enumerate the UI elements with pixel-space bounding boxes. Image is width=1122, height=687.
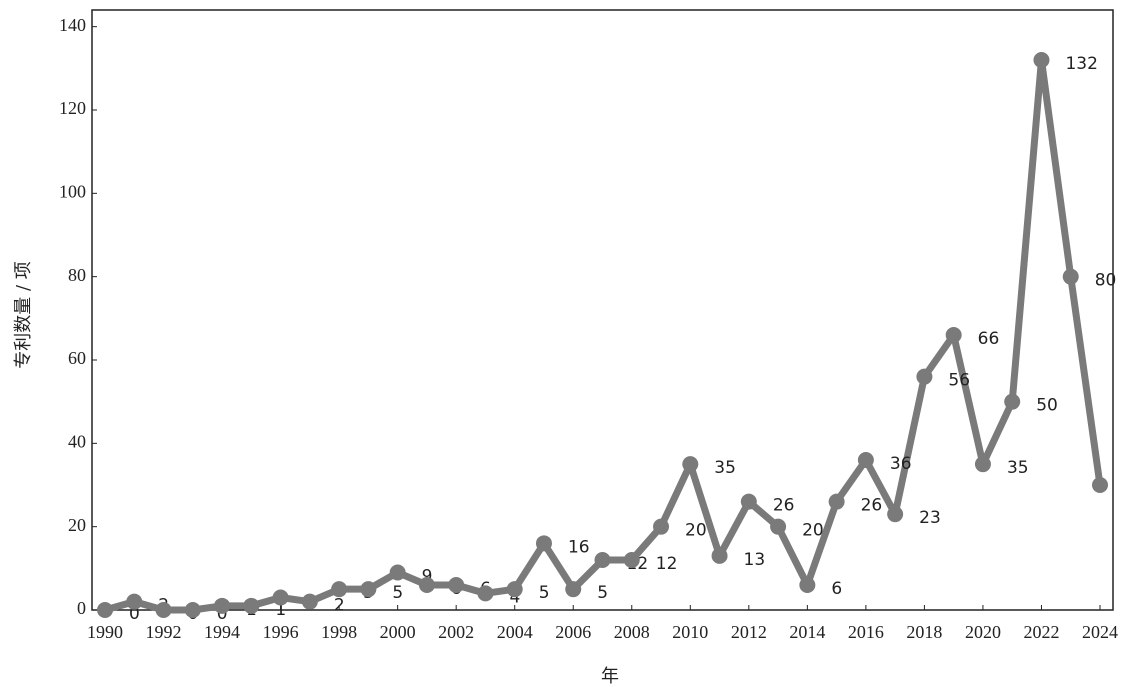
point: [711, 547, 728, 564]
point: [301, 593, 318, 610]
point: [1062, 268, 1079, 285]
point: [887, 506, 904, 523]
x-tick-label: 2016: [848, 622, 884, 642]
x-tick-label: 1998: [321, 622, 357, 642]
value-label: 5: [597, 583, 608, 603]
point: [799, 577, 816, 593]
point: [272, 589, 289, 606]
point: [418, 577, 435, 593]
x-tick-label: 2024: [1082, 622, 1118, 642]
x-tick-label: 2000: [380, 622, 416, 642]
point: [682, 456, 699, 473]
x-tick-label: 2014: [789, 622, 825, 642]
x-tick-label: 2020: [965, 622, 1001, 642]
x-tick-label: 1996: [263, 622, 299, 642]
x-tick-label: 2012: [731, 622, 767, 642]
value-label: 132: [1065, 54, 1097, 74]
value-label: 23: [919, 508, 941, 528]
value-label: 35: [714, 458, 736, 478]
point: [653, 518, 670, 535]
value-label: 50: [1036, 396, 1058, 416]
x-tick-label: 2006: [555, 622, 591, 642]
value-label: 80: [1095, 271, 1117, 291]
value-label: 2: [334, 596, 345, 616]
x-tick-label: 2008: [614, 622, 650, 642]
value-label: 20: [802, 521, 824, 541]
value-label: 20: [685, 521, 707, 541]
y-tick-label: 80: [68, 265, 86, 285]
point: [448, 577, 465, 593]
point: [1033, 52, 1050, 68]
y-tick-label: 40: [68, 431, 86, 451]
x-tick-label: 2010: [672, 622, 708, 642]
value-label: 9: [422, 567, 433, 587]
x-tick-label: 2022: [1023, 622, 1059, 642]
value-label: 36: [890, 454, 912, 474]
y-tick-label: 0: [77, 598, 86, 618]
x-tick-label: 1990: [87, 622, 123, 642]
value-label: 56: [948, 371, 970, 391]
value-label: 26: [773, 496, 795, 516]
y-axis-label: 专利数量 / 项: [13, 261, 34, 369]
x-tick-label: 2018: [906, 622, 942, 642]
x-axis-label: 年: [601, 666, 619, 687]
point: [360, 581, 377, 598]
value-label: 5: [392, 583, 403, 603]
point: [126, 593, 143, 610]
y-tick-label: 140: [59, 15, 86, 35]
x-tick-label: 1994: [204, 622, 240, 642]
point: [594, 552, 611, 568]
x-tick-label: 1992: [146, 622, 182, 642]
value-label: 12: [656, 554, 678, 574]
point: [1004, 393, 1021, 410]
y-tick-label: 100: [59, 181, 86, 201]
value-label: 26: [861, 496, 883, 516]
value-label: 1: [275, 600, 286, 620]
value-label: 66: [978, 329, 1000, 349]
plot-frame: [91, 9, 1114, 611]
point: [565, 581, 582, 598]
point: [623, 552, 640, 568]
value-label: 16: [568, 537, 590, 557]
point: [155, 602, 172, 618]
value-label: 0: [129, 604, 140, 624]
value-label: 5: [539, 583, 550, 603]
point: [331, 581, 348, 598]
point: [770, 518, 787, 535]
x-tick-label: 2004: [497, 622, 533, 642]
point: [740, 493, 757, 510]
point: [945, 327, 962, 343]
y-tick-label: 60: [68, 348, 86, 368]
point: [1092, 477, 1108, 493]
point: [916, 368, 933, 385]
value-label: 4: [509, 587, 520, 607]
y-tick-label: 20: [68, 515, 86, 535]
value-label: 0: [217, 604, 228, 624]
value-label: 6: [831, 579, 842, 599]
point: [974, 456, 991, 473]
point: [477, 585, 494, 602]
y-tick-label: 120: [59, 98, 86, 118]
point: [214, 597, 231, 614]
value-label: 35: [1007, 458, 1029, 478]
point: [97, 602, 113, 618]
point: [857, 452, 874, 468]
point: [389, 564, 406, 581]
point: [828, 493, 845, 510]
point: [506, 581, 523, 598]
point: [184, 602, 201, 618]
point: [535, 535, 552, 552]
point: [243, 597, 260, 614]
value-label: 13: [744, 550, 766, 570]
x-tick-label: 2002: [438, 622, 474, 642]
